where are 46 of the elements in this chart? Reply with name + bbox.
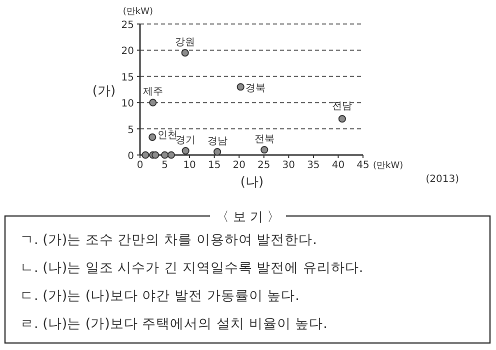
x-tick-label: 25 xyxy=(258,160,270,171)
x-axis-title: (나) xyxy=(240,175,264,190)
y-tick-label: 25 xyxy=(121,20,134,31)
x-tick-label: 20 xyxy=(232,160,246,171)
annotation: 경기 xyxy=(176,134,196,146)
point xyxy=(167,151,176,159)
point xyxy=(181,49,189,57)
x-tick-label: 30 xyxy=(282,160,296,171)
y-tick-label: 20 xyxy=(121,46,134,58)
y-axis-title: (가) xyxy=(92,84,116,99)
annotation: 전북 xyxy=(254,134,274,145)
point xyxy=(182,147,190,155)
annotation: 전남 xyxy=(332,100,352,112)
x-tick-label: 0 xyxy=(136,160,144,171)
text: 〈 보 기 〉 xyxy=(216,210,280,225)
x-tick-label: 45 xyxy=(356,160,370,171)
annotation: 강원 xyxy=(175,36,196,48)
annotation: 제주 xyxy=(142,86,163,98)
text: (만kW) xyxy=(373,161,404,171)
x-tick-label: 40 xyxy=(332,160,345,171)
x-tick-label: 10 xyxy=(183,160,196,171)
point xyxy=(160,151,169,159)
point xyxy=(338,115,346,123)
x-tick-label: 35 xyxy=(307,160,320,171)
point xyxy=(152,151,160,159)
y-tick-label: 5 xyxy=(128,124,134,136)
point xyxy=(236,83,244,91)
point xyxy=(149,98,157,106)
x-tick-label: 5 xyxy=(162,160,168,171)
text: ㄴ. (나)는 일조 시수가 긴 지역일수록 발전에 유리하다. xyxy=(20,260,364,276)
point xyxy=(148,133,156,141)
point xyxy=(214,148,222,156)
text: (만kW) xyxy=(122,7,154,17)
text: ㄷ. (가)는 (나)보다 야간 발전 가동률이 높다. xyxy=(20,288,300,304)
text: ㄹ. (나)는 (가)보다 주택에서의 설치 비율이 높다. xyxy=(20,316,328,332)
x-tick-label: 15 xyxy=(208,160,221,171)
text: (2013) xyxy=(426,174,460,185)
annotation: 경북 xyxy=(246,82,266,94)
annotation: 인천 xyxy=(157,130,178,142)
text: ㄱ. (가)는 조수 간만의 차를 이용하여 발전한다. xyxy=(20,232,317,248)
y-tick-label: 10 xyxy=(121,98,134,110)
annotation: 경남 xyxy=(207,136,228,147)
point xyxy=(142,151,150,159)
point xyxy=(260,146,268,154)
y-tick-label: 0 xyxy=(128,151,134,162)
y-tick-label: 15 xyxy=(121,72,134,84)
